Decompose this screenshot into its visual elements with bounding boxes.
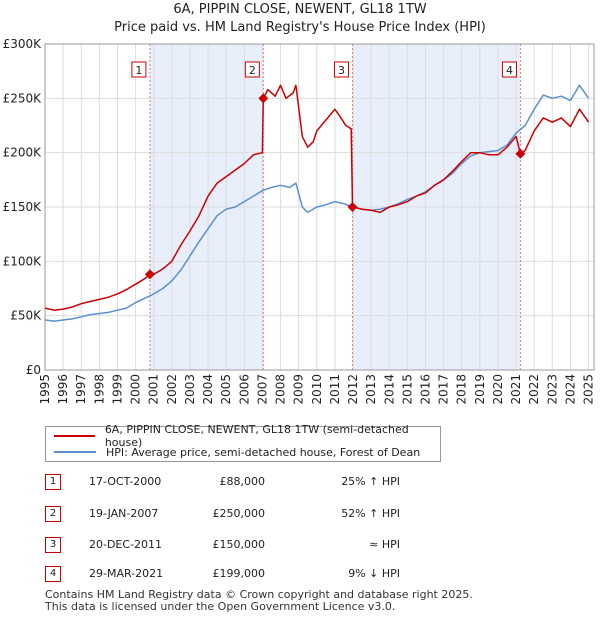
sale-number-label: 1	[135, 64, 142, 77]
x-tick-label: 2014	[382, 374, 396, 405]
x-tick-label: 2007	[255, 374, 269, 405]
x-tick-label: 1995	[38, 374, 52, 405]
x-tick-label: 2008	[274, 374, 288, 405]
x-tick-label: 2000	[129, 374, 143, 405]
chart-legend: 6A, PIPPIN CLOSE, NEWENT, GL18 1TW (semi…	[45, 423, 441, 462]
sale-number-label: 2	[249, 64, 256, 77]
x-tick-label: 2024	[563, 374, 577, 405]
x-tick-label: 1997	[74, 374, 88, 405]
sale-number-badge: 2	[45, 506, 61, 522]
sale-hpi-comparison: 52% ↑ HPI	[341, 507, 400, 520]
sale-point	[144, 269, 155, 280]
sale-price: £250,000	[212, 507, 266, 520]
sale-price: £88,000	[219, 475, 266, 488]
x-tick-label: 2023	[545, 374, 559, 405]
sale-number-label: 4	[506, 64, 513, 77]
x-tick-label: 2017	[437, 374, 451, 405]
x-tick-label: 2003	[183, 374, 197, 405]
footer-license: This data is licensed under the Open Gov…	[45, 600, 396, 613]
sale-number-label: 3	[338, 64, 345, 77]
sale-date: 20-DEC-2011	[89, 538, 163, 551]
legend-line-property	[54, 435, 95, 437]
x-tick-label: 2009	[292, 374, 306, 405]
x-tick-label: 1999	[110, 374, 124, 405]
legend-item-property: 6A, PIPPIN CLOSE, NEWENT, GL18 1TW (semi…	[54, 423, 440, 449]
x-tick-label: 1998	[92, 374, 106, 405]
sale-price: £150,000	[212, 538, 266, 551]
x-tick-label: 2004	[201, 374, 215, 405]
sale-number-box	[501, 61, 517, 78]
sale-number-box	[333, 61, 349, 78]
sale-date: 29-MAR-2021	[89, 567, 164, 580]
x-tick-label: 2013	[364, 374, 378, 405]
sale-number-box	[131, 61, 147, 78]
x-tick-label: 2005	[219, 374, 233, 405]
x-tick-label: 2001	[147, 374, 161, 405]
x-tick-label: 2020	[491, 374, 505, 405]
sale-point	[347, 202, 358, 212]
plot-frame	[44, 43, 595, 371]
x-tick-label: 2025	[582, 374, 596, 405]
x-tick-label: 1996	[56, 374, 70, 405]
x-tick-label: 2010	[310, 374, 324, 405]
y-tick-label: £250K	[3, 91, 43, 105]
sale-number-badge: 3	[45, 537, 61, 553]
x-tick-label: 2011	[328, 374, 342, 405]
sale-hpi-comparison: 25% ↑ HPI	[341, 475, 400, 488]
sale-number-badge: 4	[45, 566, 61, 582]
sale-date: 17-OCT-2000	[89, 475, 162, 488]
x-tick-label: 2015	[400, 374, 414, 405]
x-tick-label: 2018	[455, 374, 469, 405]
footer-note: Contains HM Land Registry data © Crown c…	[45, 589, 473, 613]
legend-line-hpi	[54, 451, 96, 453]
legend-item-hpi: HPI: Average price, semi-detached house,…	[54, 445, 420, 459]
sale-price: £199,000	[212, 567, 266, 580]
x-tick-label: 2022	[527, 374, 541, 405]
x-tick-label: 2019	[473, 374, 487, 405]
y-tick-label: £50K	[10, 309, 42, 323]
sale-hpi-comparison: ≈ HPI	[369, 538, 400, 551]
y-tick-label: £0	[26, 363, 41, 377]
y-tick-label: £300K	[3, 37, 43, 51]
chart-subtitle: Price paid vs. HM Land Registry's House …	[114, 20, 486, 35]
chart-title: 6A, PIPPIN CLOSE, NEWENT, GL18 1TW	[173, 2, 427, 17]
price-chart: £0 £50K £100K £150K £200K £250K £300K 1995 1996 1…	[3, 37, 596, 405]
sale-date: 19-JAN-2007	[89, 507, 159, 520]
legend-label-hpi: HPI: Average price, semi-detached house,…	[106, 445, 421, 459]
sale-number-box	[244, 61, 260, 78]
sale-hpi-comparison: 9% ↓ HPI	[348, 567, 400, 580]
x-tick-label: 2016	[418, 374, 432, 405]
y-tick-label: £200K	[3, 146, 43, 160]
x-tick-label: 2012	[346, 374, 360, 405]
y-tick-label: £100K	[3, 254, 43, 268]
x-tick-label: 2002	[165, 374, 179, 405]
footer-copyright: Contains HM Land Registry data © Crown c…	[45, 588, 473, 601]
x-tick-label: 2006	[237, 374, 251, 405]
y-tick-label: £150K	[3, 200, 43, 214]
sale-number-badge: 1	[45, 474, 61, 490]
sale-point	[515, 148, 526, 159]
legend-label-property: 6A, PIPPIN CLOSE, NEWENT, GL18 1TW (semi…	[104, 423, 409, 449]
hpi-line	[44, 84, 590, 322]
x-tick-label: 2021	[509, 374, 523, 405]
